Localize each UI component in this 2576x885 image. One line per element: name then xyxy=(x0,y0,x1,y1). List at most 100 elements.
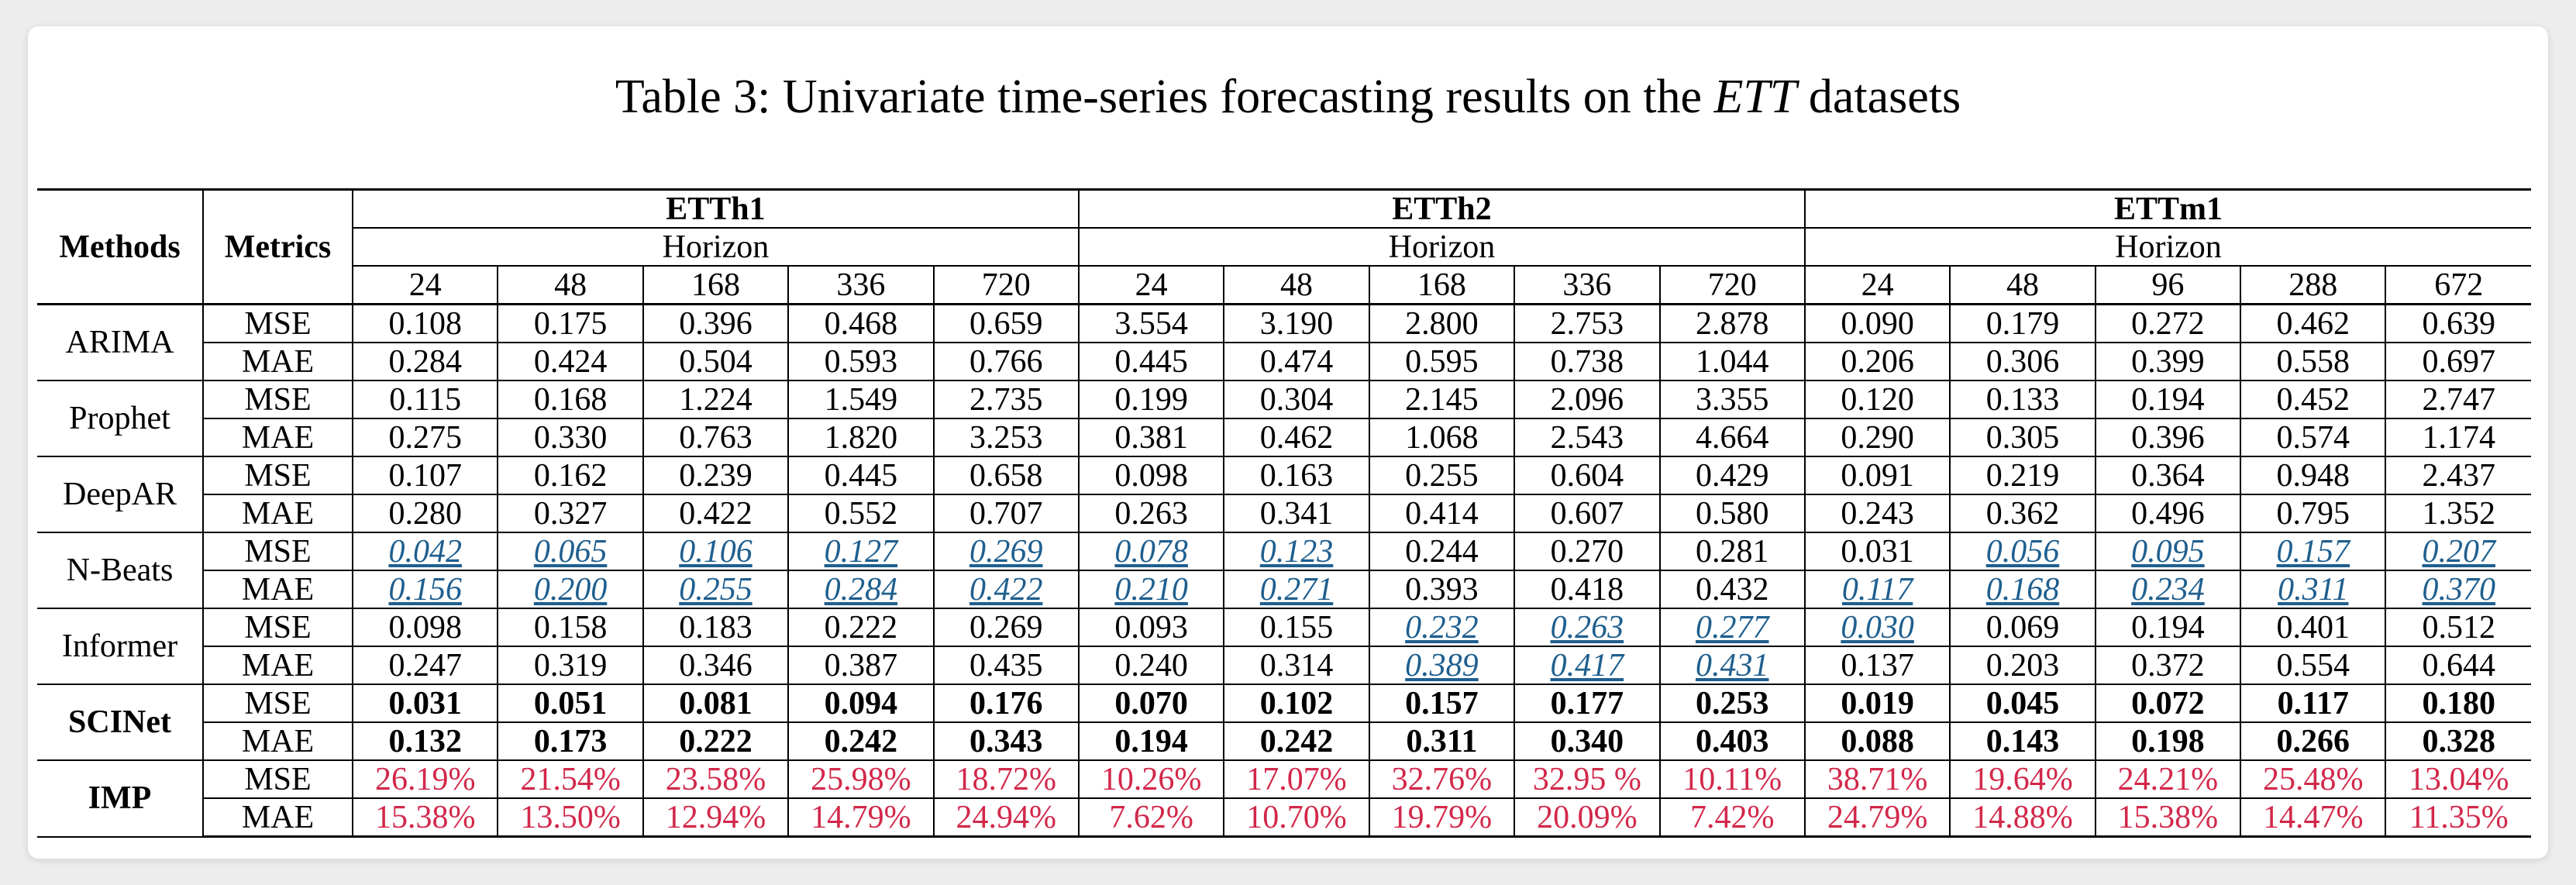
metric-label: MAE xyxy=(203,570,353,609)
value-cell: 0.107 xyxy=(351,456,499,495)
value-cell: 0.263 xyxy=(1514,608,1661,647)
method-name: SCINet xyxy=(37,684,204,761)
table-row: N-Beats MSE 0.042 0.065 0.106 0.127 0.269 0.078… xyxy=(37,532,2531,609)
value-cell: 1.224 xyxy=(642,380,790,419)
value-cell: 0.275 xyxy=(351,418,499,457)
value-cell: 0.474 xyxy=(1223,342,1370,381)
value-cell: 0.305 xyxy=(1949,418,2096,457)
value-cell: 0.414 xyxy=(1368,494,1516,533)
value-cell: 0.102 xyxy=(1223,684,1370,723)
second-best-value: 0.127 xyxy=(824,533,898,570)
second-best-value: 0.269 xyxy=(969,533,1043,570)
value-cell: 0.639 xyxy=(2385,303,2531,343)
value-cell: 0.271 xyxy=(1223,570,1370,609)
value-cell: 0.304 xyxy=(1223,380,1370,419)
value-cell: 15.38% xyxy=(2094,797,2242,838)
value-cell: 0.098 xyxy=(351,608,499,647)
value-cell: 0.081 xyxy=(642,684,790,723)
value-cell: 0.574 xyxy=(2240,418,2387,457)
table-caption: Table 3: Univariate time-series forecast… xyxy=(28,68,2548,126)
second-best-value: 0.422 xyxy=(969,571,1043,608)
value-cell: 4.664 xyxy=(1658,418,1806,457)
table-row: MAE 0.132 0.173 0.222 0.242 0.343 0.194 0.242 0.… xyxy=(37,721,2531,761)
value-cell: 0.697 xyxy=(2385,342,2531,381)
method-name: N-Beats xyxy=(37,532,204,609)
value-cell: 14.88% xyxy=(1949,797,2096,838)
value-cell: 0.462 xyxy=(1223,418,1370,457)
value-cell: 0.403 xyxy=(1658,721,1806,761)
value-cell: 0.328 xyxy=(2385,721,2531,761)
value-cell: 0.319 xyxy=(497,646,644,685)
second-best-value: 0.255 xyxy=(679,571,752,608)
value-cell: 0.117 xyxy=(2240,684,2387,723)
value-cell: 0.512 xyxy=(2385,608,2531,647)
value-cell: 0.243 xyxy=(1803,494,1951,533)
value-cell: 0.269 xyxy=(932,608,1080,647)
value-cell: 0.311 xyxy=(1368,721,1516,761)
value-cell: 0.418 xyxy=(1514,570,1661,609)
method-name: Prophet xyxy=(37,380,204,457)
table-row: MAE 0.284 0.424 0.504 0.593 0.766 0.445 0.474 0.… xyxy=(37,342,2531,381)
value-cell: 0.070 xyxy=(1077,684,1225,723)
header-horizon-etth1: Horizon xyxy=(353,227,1080,267)
value-cell: 1.820 xyxy=(787,418,935,457)
metric-label: MSE xyxy=(202,303,353,343)
value-cell: 0.422 xyxy=(932,570,1080,609)
value-cell: 0.554 xyxy=(2240,646,2387,685)
second-best-value: 0.106 xyxy=(679,533,752,570)
value-cell: 0.766 xyxy=(932,342,1080,381)
metric-label: MAE xyxy=(203,797,353,838)
value-cell: 0.069 xyxy=(1949,608,2096,647)
value-cell: 0.340 xyxy=(1514,721,1661,761)
value-cell: 0.158 xyxy=(497,608,644,647)
horizon-value: 720 xyxy=(1658,265,1806,305)
second-best-value: 0.232 xyxy=(1405,609,1479,646)
table-row: Informer MSE 0.098 0.158 0.183 0.222 0.269 0.09… xyxy=(37,608,2531,685)
value-cell: 0.595 xyxy=(1368,342,1516,381)
value-cell: 0.795 xyxy=(2240,494,2387,533)
value-cell: 0.155 xyxy=(1223,608,1370,647)
value-cell: 7.42% xyxy=(1658,797,1806,838)
value-cell: 38.71% xyxy=(1803,759,1951,799)
results-table: Methods Metrics ETTh1 ETTh2 ETTm1 Horizo… xyxy=(37,188,2531,838)
value-cell: 1.174 xyxy=(2385,418,2531,457)
value-cell: 0.088 xyxy=(1803,721,1951,761)
horizon-value: 720 xyxy=(932,265,1080,305)
value-cell: 23.58% xyxy=(642,759,790,799)
value-cell: 11.35% xyxy=(2385,797,2531,838)
value-cell: 0.396 xyxy=(642,303,790,343)
method-name: ARIMA xyxy=(37,303,204,381)
value-cell: 32.95 % xyxy=(1514,759,1661,799)
value-cell: 0.424 xyxy=(497,342,644,381)
table-row: MAE 0.280 0.327 0.422 0.552 0.707 0.263 0.341 0.… xyxy=(37,494,2531,533)
value-cell: 0.399 xyxy=(2094,342,2242,381)
value-cell: 0.095 xyxy=(2094,532,2242,571)
value-cell: 0.232 xyxy=(1368,608,1516,647)
value-cell: 0.157 xyxy=(2240,532,2387,571)
second-best-value: 0.200 xyxy=(533,571,608,608)
value-cell: 0.452 xyxy=(2240,380,2387,419)
second-best-value: 0.284 xyxy=(824,571,898,608)
value-cell: 0.290 xyxy=(1803,418,1951,457)
value-cell: 18.72% xyxy=(932,759,1080,799)
value-cell: 0.253 xyxy=(1658,684,1806,723)
value-cell: 0.284 xyxy=(351,342,499,381)
value-cell: 2.753 xyxy=(1514,303,1661,343)
header-dataset-etth2: ETTh2 xyxy=(1077,188,1806,229)
value-cell: 0.242 xyxy=(787,721,935,761)
value-cell: 10.26% xyxy=(1077,759,1225,799)
value-cell: 3.355 xyxy=(1658,380,1806,419)
second-best-value: 0.095 xyxy=(2131,533,2205,570)
value-cell: 0.445 xyxy=(787,456,935,495)
value-cell: 0.311 xyxy=(2240,570,2387,609)
horizon-value: 336 xyxy=(1514,265,1661,305)
value-cell: 3.190 xyxy=(1223,303,1370,343)
value-cell: 0.078 xyxy=(1077,532,1225,571)
value-cell: 0.031 xyxy=(351,684,499,723)
value-cell: 0.176 xyxy=(932,684,1080,723)
value-cell: 0.222 xyxy=(642,721,790,761)
value-cell: 0.222 xyxy=(787,608,935,647)
metric-label: MAE xyxy=(203,418,353,457)
table-row: ARIMA MSE 0.108 0.175 0.396 0.468 0.659 3.554 3.… xyxy=(37,303,2531,381)
second-best-value: 0.157 xyxy=(2276,533,2350,570)
